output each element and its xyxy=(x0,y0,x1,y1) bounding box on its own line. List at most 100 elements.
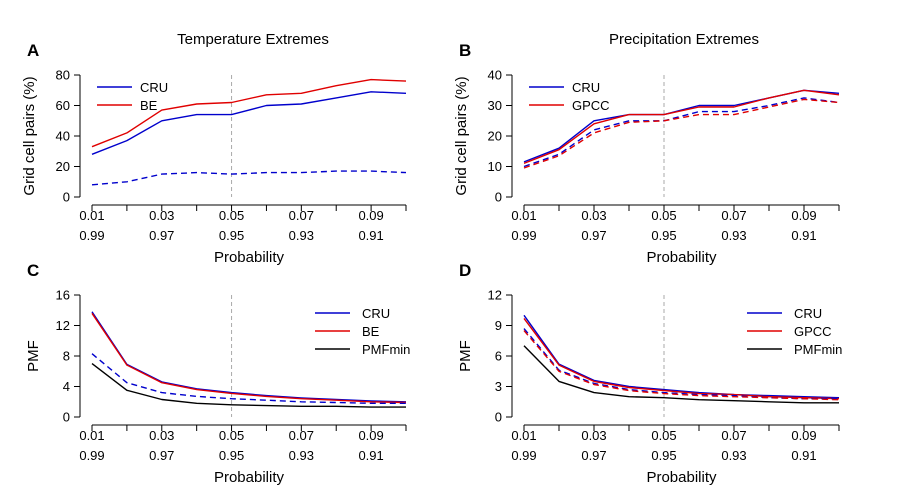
panel-a-y-tick-label: 60 xyxy=(56,98,70,113)
panel-c-x-tick-label-top: 0.07 xyxy=(289,428,314,443)
panel-d-y-tick-label: 12 xyxy=(488,288,502,303)
panel-a: A Temperature Extremes 0 20 40 60 80 Grid cell … xyxy=(21,31,407,266)
panel-b: B Precipitation Extremes 0 10 20 30 40 Grid cel… xyxy=(453,31,840,266)
panel-b-y-tick-label: 20 xyxy=(488,129,502,144)
panel-c-y-label: PMF xyxy=(25,340,42,372)
panel-b-x-tick-label-bottom: 0.91 xyxy=(791,228,816,243)
panel-d-y-label: PMF xyxy=(457,340,474,372)
panel-c-series-be xyxy=(91,312,407,404)
panel-b-x-tick-label-top: 0.05 xyxy=(651,208,676,223)
panel-c-x-tick-label-top: 0.01 xyxy=(79,428,104,443)
panel-a-x-tick-label-top: 0.01 xyxy=(79,208,104,223)
panel-c-letter: C xyxy=(27,261,39,280)
panel-d-legend-label: GPCC xyxy=(794,324,832,339)
panel-a-legend: CRU BE xyxy=(97,80,168,113)
panel-a-x-label: Probability xyxy=(214,249,285,266)
panel-d-x-tick-label-top: 0.01 xyxy=(511,428,536,443)
panel-c-series-cru xyxy=(91,311,407,403)
panel-a-x-tick-label-top: 0.05 xyxy=(219,208,244,223)
panel-a-series-be xyxy=(91,78,407,148)
panel-d-x-tick-label-bottom: 0.91 xyxy=(791,448,816,463)
panel-c-x-tick-label-top: 0.05 xyxy=(219,428,244,443)
panel-d-x-tick-label-bottom: 0.93 xyxy=(721,448,746,463)
panel-c-y-tick-label: 12 xyxy=(56,318,70,333)
panel-d-y-tick-label: 3 xyxy=(495,379,502,394)
panel-b-y-tick-label: 30 xyxy=(488,98,502,113)
panel-c-y-tick-label: 4 xyxy=(63,379,70,394)
panel-b-series-gpcc xyxy=(523,89,840,165)
panel-a-letter: A xyxy=(27,41,39,60)
panel-c-y-tick-label: 8 xyxy=(63,349,70,364)
panel-d-x-label: Probability xyxy=(646,469,717,486)
panel-b-series-cru-dashed xyxy=(523,97,840,168)
panel-d-x-tick-label-top: 0.05 xyxy=(651,428,676,443)
panel-d-legend-label: CRU xyxy=(794,306,822,321)
panel-b-series-gpcc-dashed xyxy=(523,98,840,169)
panel-c-x-label: Probability xyxy=(214,469,285,486)
panel-c-y-tick-label: 16 xyxy=(56,288,70,303)
panel-c-x-tick-label-bottom: 0.91 xyxy=(358,448,383,463)
panel-c-legend: CRU BE PMFmin xyxy=(315,306,410,357)
panel-c-legend-label: CRU xyxy=(362,306,390,321)
panel-d-letter: D xyxy=(459,261,471,280)
panel-c-x-tick-label-top: 0.09 xyxy=(358,428,383,443)
panel-c-legend-label: PMFmin xyxy=(362,342,410,357)
panel-d-x-tick-label-bottom: 0.95 xyxy=(651,448,676,463)
panel-b-x-tick-label-bottom: 0.97 xyxy=(581,228,606,243)
panel-a-x-tick-label-top: 0.03 xyxy=(149,208,174,223)
panel-b-y-tick-label: 0 xyxy=(495,190,502,205)
panel-b-legend: CRU GPCC xyxy=(529,80,610,113)
panel-d-series-gpcc xyxy=(523,317,840,400)
panel-a-series-cru xyxy=(91,91,407,155)
panel-a-x-tick-label-bottom: 0.99 xyxy=(79,228,104,243)
panel-a-series-cru-dashed xyxy=(91,170,407,186)
panel-c-x-tick-label-bottom: 0.93 xyxy=(289,448,314,463)
panel-c-x-tick-label-bottom: 0.99 xyxy=(79,448,104,463)
panel-d-series-gpcc-dashed xyxy=(523,330,840,401)
panel-c-legend-label: BE xyxy=(362,324,380,339)
panel-d-x-tick-label-bottom: 0.99 xyxy=(511,448,536,463)
panel-d-series-pmfmin xyxy=(523,345,839,404)
panel-a-x-tick-label-bottom: 0.97 xyxy=(149,228,174,243)
panel-a-y-tick-label: 0 xyxy=(63,190,70,205)
panel-c-series-cru-dashed xyxy=(91,353,406,404)
panel-a-y-tick-label: 40 xyxy=(56,129,70,144)
panel-d-x-tick-label-top: 0.09 xyxy=(791,428,816,443)
panel-b-y-label: Grid cell pairs (%) xyxy=(453,76,470,195)
panel-a-x-tick-label-top: 0.07 xyxy=(289,208,314,223)
panel-b-x-tick-label-top: 0.09 xyxy=(791,208,816,223)
panel-d-y-tick-label: 6 xyxy=(495,349,502,364)
panel-b-letter: B xyxy=(459,41,471,60)
panel-b-x-tick-label-bottom: 0.99 xyxy=(511,228,536,243)
panel-a-x-tick-label-top: 0.09 xyxy=(358,208,383,223)
panel-d-x-tick-label-bottom: 0.97 xyxy=(581,448,606,463)
panel-c-x-tick-label-top: 0.03 xyxy=(149,428,174,443)
panel-d-series-cru-dashed xyxy=(523,328,839,400)
panel-c-y-tick-label: 0 xyxy=(63,410,70,425)
panel-b-x-tick-label-top: 0.03 xyxy=(581,208,606,223)
panel-a-x-tick-label-bottom: 0.95 xyxy=(219,228,244,243)
panel-d-x-tick-label-top: 0.03 xyxy=(581,428,606,443)
panel-b-x-tick-label-top: 0.07 xyxy=(721,208,746,223)
panel-b-y-tick-label: 40 xyxy=(488,68,502,83)
panel-a-legend-label: CRU xyxy=(140,80,168,95)
panel-d-y-tick-label: 0 xyxy=(495,410,502,425)
panel-d-x-tick-label-top: 0.07 xyxy=(721,428,746,443)
panel-a-legend-label: BE xyxy=(140,98,158,113)
panel-b-y-tick-label: 10 xyxy=(488,159,502,174)
panel-a-y-tick-label: 80 xyxy=(56,68,70,83)
panel-d-series-cru xyxy=(523,314,840,399)
panel-d: D 0 3 6 9 12 PMF 0.01 0.99 0.03 0.97 0.05 0.95 0.07 0.… xyxy=(457,261,842,486)
panel-d-y-tick-label: 9 xyxy=(495,318,502,333)
panel-a-y-tick-label: 20 xyxy=(56,159,70,174)
panel-c-series-pmfmin xyxy=(91,363,406,408)
panel-c-x-tick-label-bottom: 0.97 xyxy=(149,448,174,463)
panel-b-x-tick-label-bottom: 0.95 xyxy=(651,228,676,243)
panel-c: C 0 4 8 12 16 PMF 0.01 0.99 0.03 0.97 0.05 0.95 0.07 0… xyxy=(25,261,410,486)
panel-a-title: Temperature Extremes xyxy=(177,31,329,48)
panel-b-legend-label: CRU xyxy=(572,80,600,95)
panel-c-x-tick-label-bottom: 0.95 xyxy=(219,448,244,463)
panel-d-legend-label: PMFmin xyxy=(794,342,842,357)
panel-a-y-label: Grid cell pairs (%) xyxy=(21,76,38,195)
